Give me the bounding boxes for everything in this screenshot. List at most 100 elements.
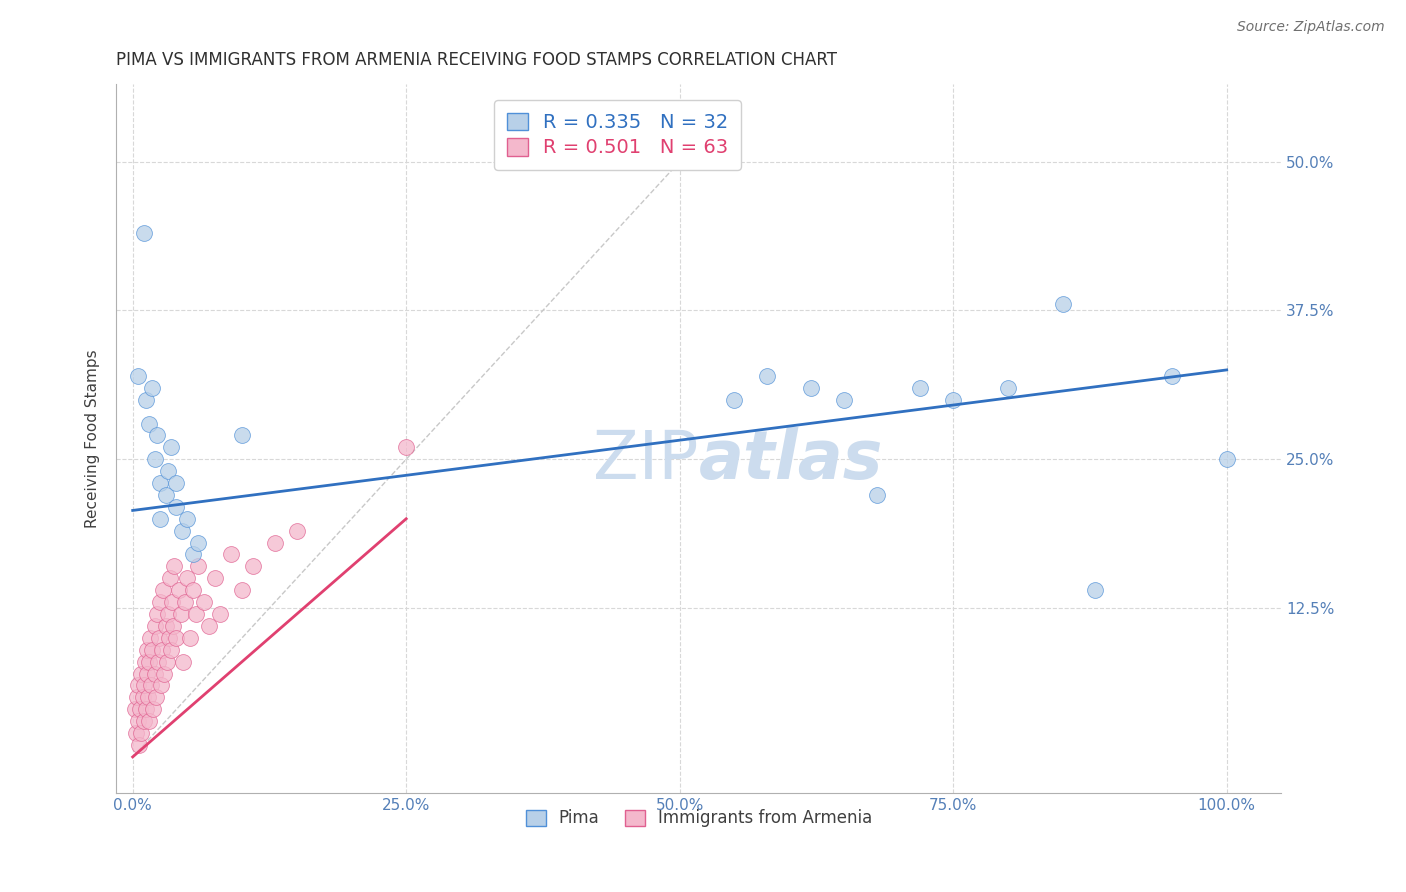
Point	[165, 500, 187, 514]
Point	[187, 535, 209, 549]
Point	[128, 738, 150, 752]
Point	[264, 535, 287, 549]
Point	[179, 631, 201, 645]
Point	[231, 583, 253, 598]
Point	[157, 631, 180, 645]
Point	[132, 226, 155, 240]
Point	[209, 607, 232, 621]
Legend: Pima, Immigrants from Armenia: Pima, Immigrants from Armenia	[519, 803, 879, 834]
Point	[143, 666, 166, 681]
Point	[142, 702, 165, 716]
Point	[204, 571, 226, 585]
Point	[198, 619, 221, 633]
Point	[135, 666, 157, 681]
Point	[132, 714, 155, 729]
Point	[181, 583, 204, 598]
Point	[141, 381, 163, 395]
Point	[165, 631, 187, 645]
Point	[155, 619, 177, 633]
Point	[160, 440, 183, 454]
Point	[155, 488, 177, 502]
Point	[1052, 297, 1074, 311]
Point	[865, 488, 887, 502]
Point	[242, 559, 264, 574]
Point	[135, 702, 157, 716]
Point	[145, 690, 167, 705]
Point	[184, 607, 207, 621]
Point	[170, 524, 193, 538]
Point	[127, 368, 149, 383]
Point	[136, 690, 159, 705]
Point	[127, 714, 149, 729]
Point	[127, 678, 149, 692]
Point	[125, 726, 148, 740]
Point	[162, 619, 184, 633]
Point	[1215, 452, 1237, 467]
Point	[150, 642, 173, 657]
Point	[155, 655, 177, 669]
Point	[756, 368, 779, 383]
Point	[141, 642, 163, 657]
Point	[174, 595, 197, 609]
Point	[143, 619, 166, 633]
Point	[131, 666, 153, 681]
Point	[138, 417, 160, 431]
Point	[910, 381, 932, 395]
Point	[160, 595, 183, 609]
Point	[156, 464, 179, 478]
Point	[395, 440, 418, 454]
Point	[176, 512, 198, 526]
Point	[145, 428, 167, 442]
Point	[723, 392, 745, 407]
Point	[187, 559, 209, 574]
Text: ZIP: ZIP	[593, 426, 699, 492]
Point	[219, 548, 242, 562]
Point	[997, 381, 1019, 395]
Point	[1161, 368, 1184, 383]
Y-axis label: Receiving Food Stamps: Receiving Food Stamps	[86, 349, 100, 528]
Point	[165, 476, 187, 491]
Point	[152, 583, 174, 598]
Point	[150, 678, 173, 692]
Point	[135, 392, 157, 407]
Point	[153, 666, 176, 681]
Point	[170, 607, 193, 621]
Point	[832, 392, 855, 407]
Point	[124, 702, 146, 716]
Point	[156, 607, 179, 621]
Point	[800, 381, 823, 395]
Point	[148, 631, 170, 645]
Point	[181, 548, 204, 562]
Point	[942, 392, 965, 407]
Point	[159, 571, 181, 585]
Point	[143, 452, 166, 467]
Point	[139, 631, 162, 645]
Point	[163, 559, 186, 574]
Point	[134, 655, 156, 669]
Point	[132, 678, 155, 692]
Point	[125, 690, 148, 705]
Point	[285, 524, 308, 538]
Text: atlas: atlas	[699, 426, 883, 492]
Point	[135, 642, 157, 657]
Point	[146, 655, 169, 669]
Point	[176, 571, 198, 585]
Point	[141, 678, 163, 692]
Point	[160, 642, 183, 657]
Point	[505, 154, 527, 169]
Point	[149, 476, 172, 491]
Point	[138, 714, 160, 729]
Point	[193, 595, 215, 609]
Point	[172, 655, 194, 669]
Point	[145, 607, 167, 621]
Point	[129, 702, 152, 716]
Point	[131, 726, 153, 740]
Text: Source: ZipAtlas.com: Source: ZipAtlas.com	[1237, 20, 1385, 34]
Point	[1084, 583, 1107, 598]
Point	[131, 690, 153, 705]
Point	[231, 428, 253, 442]
Point	[138, 655, 160, 669]
Text: PIMA VS IMMIGRANTS FROM ARMENIA RECEIVING FOOD STAMPS CORRELATION CHART: PIMA VS IMMIGRANTS FROM ARMENIA RECEIVIN…	[117, 51, 837, 69]
Point	[167, 583, 190, 598]
Point	[149, 512, 172, 526]
